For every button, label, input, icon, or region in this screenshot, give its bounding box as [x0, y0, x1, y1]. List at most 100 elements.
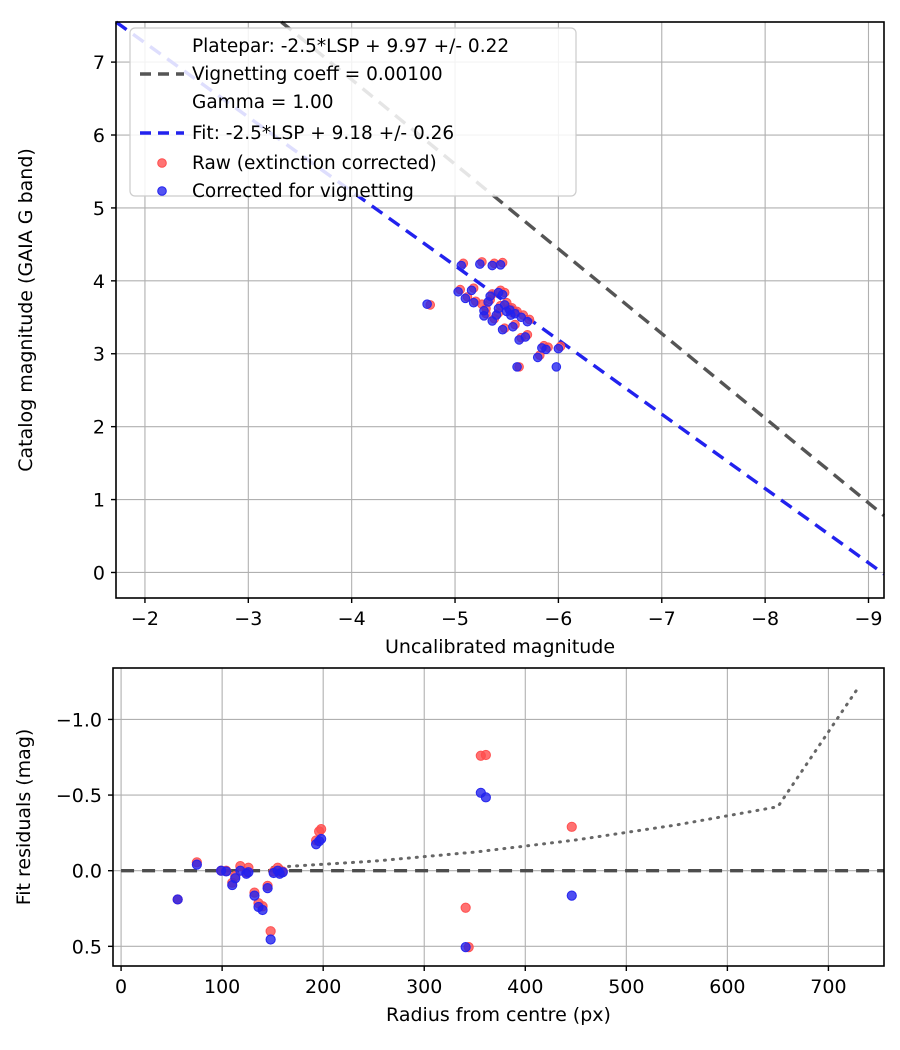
data-point — [493, 287, 504, 298]
bottom-axis-ticks: 0 100 200 300 400 500 600 700 0.5 0.0 −0.5 −1.0 — [56, 709, 847, 998]
top-xtick-label-4: −6 — [544, 608, 572, 630]
top-plot-legend: Platepar: -2.5*LSP + 9.97 +/- 0.22 Vignet… — [129, 27, 577, 202]
data-point — [241, 868, 252, 879]
data-point — [497, 324, 508, 335]
data-point — [483, 297, 493, 307]
data-point — [522, 316, 533, 327]
data-point — [475, 259, 485, 269]
bottom-yaxis-title: Fit residuals (mag) — [13, 729, 35, 906]
top-ytick-label-7: 7 — [93, 52, 105, 74]
top-xtick-label-6: −8 — [751, 608, 779, 630]
data-point — [221, 866, 232, 877]
data-point — [491, 310, 502, 320]
data-point — [532, 352, 543, 363]
legend-swatch-raw-marker — [157, 158, 167, 168]
legend-box — [129, 27, 577, 197]
data-point — [460, 293, 471, 304]
top-ytick-label-2: 2 — [93, 417, 105, 439]
data-point — [499, 300, 510, 310]
legend-label-platepar-line-0: Platepar: -2.5*LSP + 9.97 +/- 0.22 — [192, 36, 509, 57]
data-point — [265, 934, 276, 945]
bottom-ytick-label-2: −0.5 — [56, 785, 102, 807]
legend-label-platepar-line-1: Vignetting coeff = 0.00100 — [192, 64, 443, 85]
top-xtick-label-7: −9 — [854, 608, 882, 630]
data-point — [520, 332, 531, 342]
data-point — [257, 904, 268, 916]
top-axis-ticks: −2 −3 −4 −5 −6 −7 −8 −9 0 1 2 3 4 5 6 7 — [93, 52, 883, 630]
top-ytick-label-5: 5 — [93, 198, 105, 220]
top-ytick-label-0: 0 — [93, 562, 105, 584]
top-scatter-group — [422, 257, 566, 372]
bottom-xtick-label-6: 600 — [709, 976, 745, 998]
top-xtick-label-1: −3 — [234, 608, 262, 630]
data-point — [508, 321, 518, 332]
data-point — [537, 343, 547, 353]
bottom-ytick-label-3: −1.0 — [56, 709, 102, 731]
data-point — [227, 879, 238, 891]
legend-entry-fit: Fit: -2.5*LSP + 9.18 +/- 0.26 — [140, 123, 454, 144]
bottom-xtick-label-4: 400 — [507, 976, 543, 998]
bottom-xtick-label-2: 200 — [305, 976, 341, 998]
data-point — [262, 882, 273, 894]
legend-label-platepar-line-2: Gamma = 1.00 — [192, 92, 334, 113]
top-xtick-label-3: −5 — [441, 608, 469, 630]
bottom-plot-background — [113, 668, 884, 966]
data-point — [277, 867, 288, 878]
legend-label-raw: Raw (extinction corrected) — [192, 153, 437, 174]
top-ytick-label-6: 6 — [93, 125, 105, 147]
bottom-line-vignetting-curve — [271, 685, 861, 869]
data-point — [551, 362, 562, 372]
top-ytick-label-1: 1 — [93, 490, 105, 512]
legend-entry-platepar: Platepar: -2.5*LSP + 9.97 +/- 0.22 Vignet… — [140, 36, 509, 113]
top-xtick-label-5: −7 — [648, 608, 676, 630]
bottom-xtick-label-7: 700 — [810, 976, 846, 998]
bottom-xtick-label-0: 0 — [115, 976, 127, 998]
data-point — [512, 362, 522, 372]
data-point — [480, 792, 491, 803]
top-axes-group: −2 −3 −4 −5 −6 −7 −8 −9 0 1 2 3 4 5 6 7 Uncalibrated mag… — [15, 20, 886, 658]
bottom-ytick-label-1: 0.0 — [72, 861, 102, 883]
top-xaxis-title: Uncalibrated magnitude — [385, 636, 615, 658]
bottom-xtick-label-3: 300 — [406, 976, 442, 998]
legend-entry-corrected: Corrected for vignetting — [157, 181, 414, 202]
legend-entry-raw: Raw (extinction corrected) — [157, 153, 437, 174]
legend-label-corrected: Corrected for vignetting — [192, 181, 414, 202]
data-point — [495, 259, 506, 270]
data-point — [479, 305, 489, 316]
data-point — [249, 890, 260, 901]
bottom-xaxis-title: Radius from centre (px) — [386, 1004, 611, 1026]
top-yaxis-title: Catalog magnitude (GAIA G band) — [15, 148, 37, 472]
top-ytick-label-4: 4 — [93, 271, 105, 293]
top-ytick-label-3: 3 — [93, 344, 105, 366]
top-plot-frame — [115, 21, 885, 599]
bottom-axes-group: 0 100 200 300 400 500 600 700 0.5 0.0 −0.5 −1.0 Radi… — [13, 667, 885, 1026]
data-point — [566, 821, 577, 832]
data-point — [172, 894, 183, 905]
bottom-xtick-label-1: 100 — [204, 976, 240, 998]
data-point — [422, 299, 432, 309]
data-point — [468, 297, 479, 308]
bottom-ytick-label-0: 0.5 — [72, 936, 102, 958]
top-xtick-label-0: −2 — [131, 608, 159, 630]
data-point — [566, 890, 577, 901]
data-point — [316, 824, 327, 835]
bottom-plot-frame — [112, 667, 885, 967]
data-point — [466, 285, 477, 296]
top-series-corrected — [422, 259, 564, 372]
data-point — [316, 833, 327, 845]
data-point — [553, 343, 564, 354]
bottom-xtick-label-5: 500 — [608, 976, 644, 998]
data-point — [487, 260, 498, 271]
bottom-scatter-group — [172, 749, 577, 953]
data-point — [460, 941, 471, 953]
data-point — [460, 902, 471, 913]
data-point — [453, 286, 463, 297]
bottom-series-corrected — [172, 787, 577, 953]
top-xtick-label-2: −4 — [338, 608, 366, 630]
data-point — [456, 260, 467, 271]
legend-label-fit: Fit: -2.5*LSP + 9.18 +/- 0.26 — [192, 123, 454, 144]
legend-swatch-corrected-marker — [157, 186, 167, 196]
data-point — [191, 859, 202, 870]
